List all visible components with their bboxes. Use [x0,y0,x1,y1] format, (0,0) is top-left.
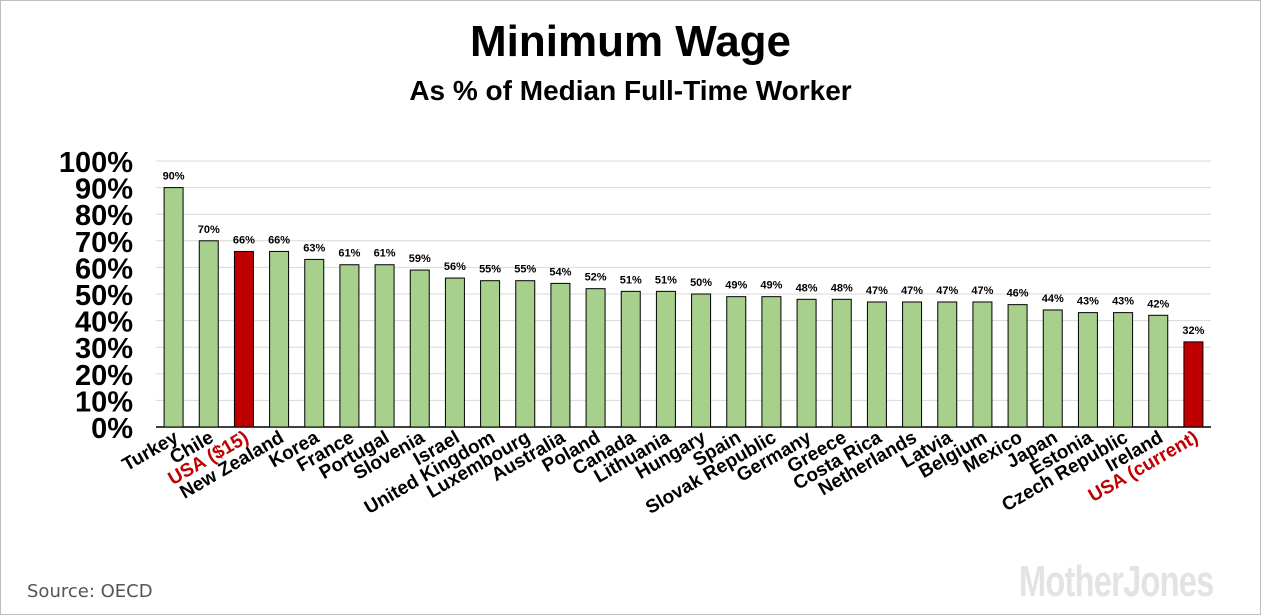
data-label: 47% [901,285,923,297]
data-label: 51% [655,274,677,286]
data-label: 63% [303,242,325,254]
data-label: 43% [1077,296,1099,308]
y-tick-label: 40% [75,307,133,339]
data-label: 47% [971,285,993,297]
bar [1183,341,1204,428]
y-tick-label: 60% [75,253,133,285]
data-label: 66% [268,234,290,246]
y-tick-label: 10% [75,386,133,418]
y-tick-label: 30% [75,333,133,365]
data-label: 51% [620,274,642,286]
bar [163,187,184,428]
chart-subtitle: As % of Median Full-Time Worker [409,75,852,106]
y-tick-label: 80% [75,200,133,232]
data-label: 56% [444,261,466,273]
data-label: 61% [338,248,360,260]
bar [796,298,817,428]
bar [1007,304,1028,428]
data-label: 32% [1182,325,1204,337]
bar [620,290,641,428]
y-tick-label: 90% [75,174,133,206]
data-label: 47% [866,285,888,297]
bar [480,280,501,428]
bar [198,240,219,428]
bar [937,301,958,428]
bar [866,301,887,428]
data-label: 54% [549,266,571,278]
data-label: 43% [1112,296,1134,308]
bar [339,264,360,428]
data-label: 55% [514,264,536,276]
data-label: 61% [374,248,396,260]
bar [304,258,325,428]
source-note: Source: OECD [27,581,153,602]
bar [1077,312,1098,428]
data-label: 90% [163,171,185,183]
bar [1148,314,1169,428]
publisher-logo: MotherJones [1019,557,1214,606]
bar [1113,312,1134,428]
data-label: 42% [1147,298,1169,310]
chart-title: Minimum Wage [469,17,792,66]
bar [269,250,290,428]
data-label: 47% [936,285,958,297]
data-label: 55% [479,264,501,276]
data-label: 70% [198,224,220,236]
bar [444,277,465,428]
bar [831,298,852,428]
bar [902,301,923,428]
bar [233,250,254,428]
data-label: 52% [585,272,607,284]
bar [655,290,676,428]
data-label: 49% [760,280,782,292]
data-label: 49% [725,280,747,292]
bar [515,280,536,428]
bar [1042,309,1063,428]
data-label: 46% [1007,288,1029,300]
bar [409,269,430,428]
data-label: 48% [796,282,818,294]
bar [585,288,606,428]
bar [550,282,571,428]
data-label: 59% [409,253,431,265]
y-tick-label: 20% [75,360,133,392]
bar [972,301,993,428]
data-label: 50% [690,277,712,289]
bar [726,296,747,428]
bar [691,293,712,428]
y-tick-label: 50% [75,280,133,312]
data-label: 44% [1042,293,1064,305]
y-tick-label: 100% [59,147,133,179]
data-label: 48% [831,282,853,294]
y-tick-label: 70% [75,227,133,259]
y-tick-label: 0% [91,413,133,445]
bar [761,296,782,428]
bar [374,264,395,428]
data-label: 66% [233,234,255,246]
